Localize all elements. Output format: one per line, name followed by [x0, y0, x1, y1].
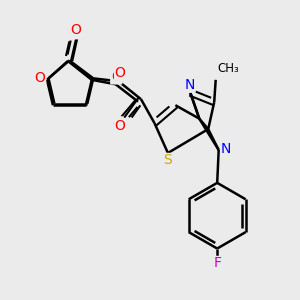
Text: O: O [114, 118, 125, 133]
Text: S: S [163, 154, 172, 167]
Text: CH₃: CH₃ [217, 62, 239, 75]
Text: O: O [34, 71, 45, 85]
Text: O: O [70, 23, 81, 37]
Text: O: O [115, 66, 126, 80]
Text: O: O [111, 70, 122, 84]
Text: F: F [213, 256, 221, 271]
Text: O: O [68, 25, 79, 39]
Text: O: O [112, 117, 123, 131]
Text: N: N [221, 142, 231, 156]
Text: N: N [184, 78, 195, 92]
Text: O: O [35, 71, 46, 85]
